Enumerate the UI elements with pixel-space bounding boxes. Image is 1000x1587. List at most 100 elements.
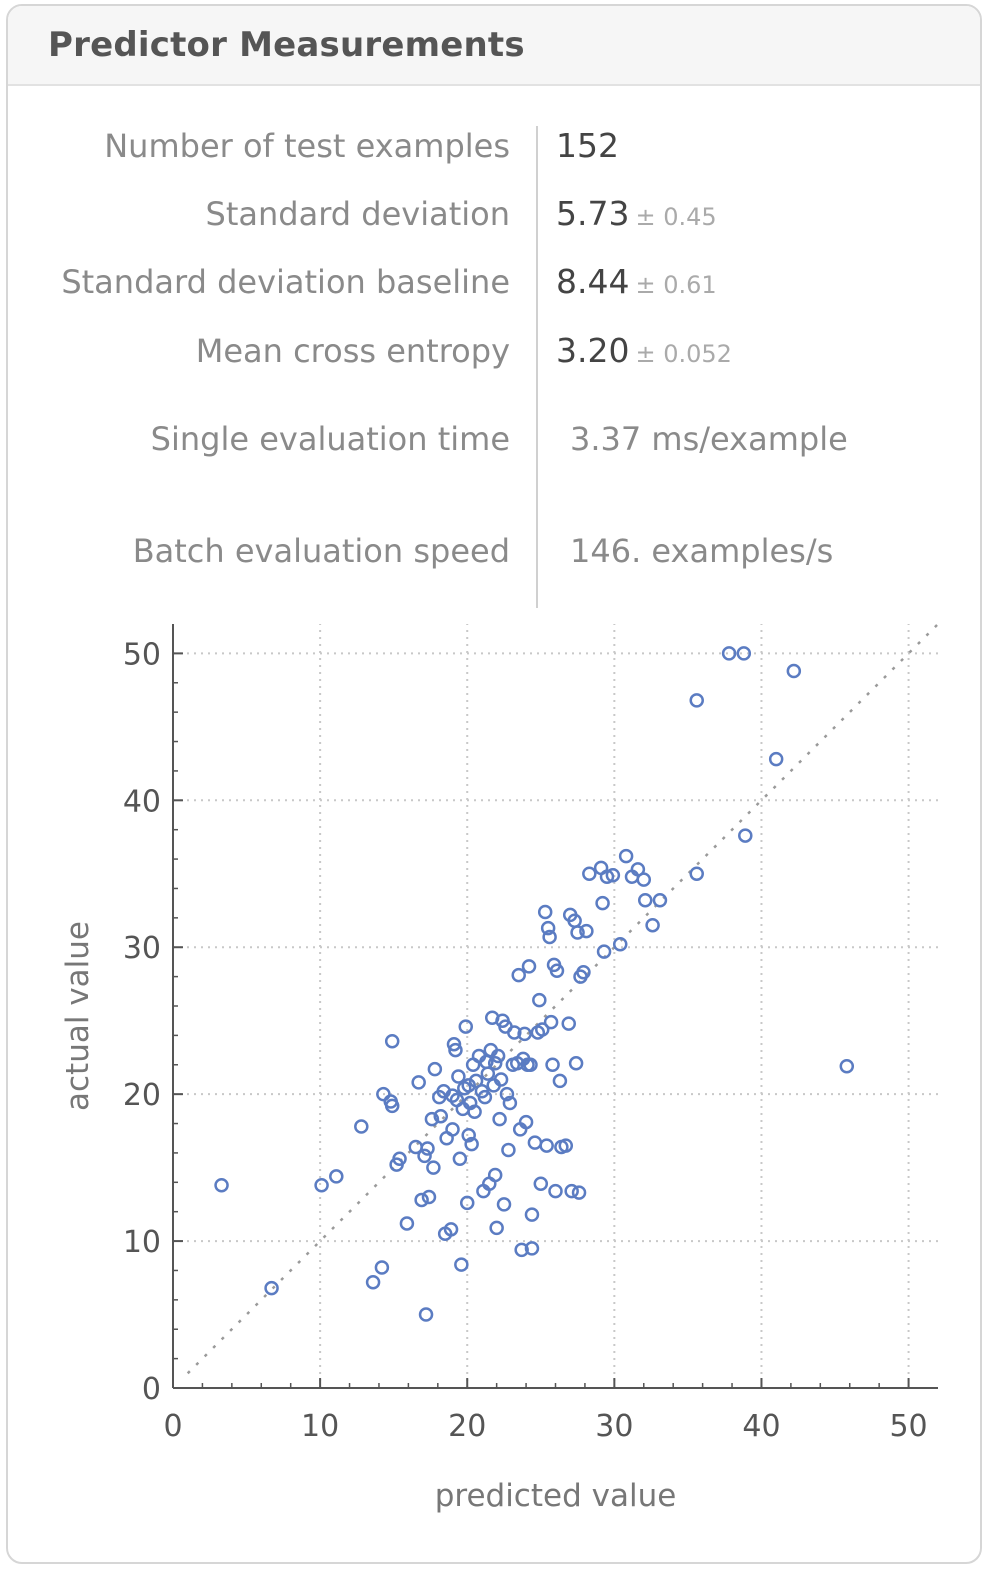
data-point: [414, 1192, 429, 1208]
data-point: [487, 1167, 503, 1183]
metric-value: 5.73 ± 0.45: [556, 194, 717, 233]
metric-value: 3.37 ms/example: [570, 420, 848, 458]
data-point: [517, 1026, 532, 1042]
y-tick-label: 20: [123, 1078, 161, 1113]
x-tick-label: 30: [595, 1409, 633, 1444]
metric-row-single-evaluation-time: Single evaluation time 3.37 ms/example: [8, 414, 980, 464]
y-axis-label: actual value: [60, 921, 96, 1111]
data-point: [558, 1138, 574, 1153]
data-point: [511, 967, 526, 983]
data-point: [521, 959, 537, 974]
data-point: [605, 867, 621, 883]
data-point: [518, 1114, 534, 1130]
data-point: [411, 1075, 426, 1090]
data-point: [502, 1095, 518, 1111]
data-point: [652, 892, 668, 908]
data-point: [365, 1274, 381, 1290]
data-point: [689, 693, 704, 708]
data-point: [527, 1135, 543, 1150]
data-point: [499, 1086, 515, 1102]
metric-uncertainty: ± 0.61: [635, 271, 717, 299]
data-point: [507, 1025, 522, 1040]
data-point: [552, 1073, 568, 1089]
data-point: [314, 1177, 329, 1193]
data-point: [374, 1260, 390, 1275]
data-point: [839, 1058, 855, 1074]
data-point: [636, 872, 652, 887]
data-point: [461, 1078, 476, 1093]
x-axis-label: predicted value: [435, 1478, 677, 1514]
y-tick-label: 40: [123, 784, 161, 819]
data-point: [446, 1036, 462, 1052]
metric-value: 8.44 ± 0.61: [556, 262, 717, 301]
data-point: [768, 751, 784, 767]
metric-label: Batch evaluation speed: [132, 532, 510, 570]
data-point: [545, 1057, 560, 1073]
data-point: [524, 1241, 540, 1256]
data-point: [384, 1034, 400, 1049]
data-point: [532, 992, 547, 1008]
data-point: [535, 1022, 550, 1037]
metric-value: 146. examples/s: [570, 532, 834, 570]
data-point: [480, 1066, 496, 1081]
data-point: [570, 925, 585, 940]
data-point: [376, 1086, 391, 1102]
data-point: [561, 1016, 576, 1031]
data-point: [738, 828, 753, 843]
data-point: [490, 1048, 506, 1064]
metric-value: 152: [556, 126, 619, 165]
data-point: [689, 866, 704, 882]
data-point: [599, 869, 615, 884]
x-tick-label: 50: [889, 1409, 927, 1444]
data-point: [537, 904, 553, 920]
metric-label: Mean cross entropy: [195, 332, 510, 370]
data-point: [489, 1220, 504, 1236]
data-point: [487, 1056, 503, 1071]
data-point: [548, 1183, 563, 1199]
x-tick-label: 10: [301, 1409, 339, 1444]
data-point: [501, 1142, 516, 1158]
data-point: [571, 1185, 587, 1200]
metric-row-test-examples: Number of test examples 152: [8, 121, 980, 171]
data-point: [420, 1141, 435, 1156]
data-point: [596, 944, 612, 959]
predictor-measurements-panel: Predictor Measurements Number of test ex…: [6, 4, 982, 1564]
data-point: [645, 917, 660, 933]
data-point: [564, 1183, 579, 1199]
data-point: [389, 1157, 404, 1172]
data-point: [445, 1088, 460, 1103]
data-point: [459, 1195, 475, 1211]
data-point: [533, 1176, 549, 1192]
data-point: [524, 1207, 540, 1222]
metric-uncertainty: ± 0.052: [635, 340, 732, 368]
data-point: [445, 1122, 460, 1137]
data-point: [329, 1169, 344, 1184]
data-point: [477, 1089, 493, 1105]
data-point: [595, 895, 610, 911]
data-point: [543, 1014, 559, 1030]
metric-row-standard-deviation-baseline: Standard deviation baseline 8.44 ± 0.61: [8, 257, 980, 307]
metric-row-mean-cross-entropy: Mean cross entropy 3.20 ± 0.052: [8, 326, 980, 376]
x-tick-label: 20: [448, 1409, 486, 1444]
data-point: [492, 1111, 507, 1127]
metric-label: Standard deviation: [205, 195, 510, 233]
data-point: [568, 1056, 584, 1071]
data-point: [514, 1242, 529, 1258]
data-point: [520, 1057, 535, 1073]
data-point: [384, 1098, 400, 1114]
data-point: [454, 1257, 469, 1272]
data-point: [433, 1108, 448, 1124]
scatter-chart: 0 10 20 30 40 50 0 10 20 30 40 50 predicted value act…: [60, 623, 939, 1514]
data-point: [451, 1069, 466, 1084]
data-point: [493, 1072, 509, 1087]
data-point: [549, 963, 565, 978]
y-tick-label: 10: [123, 1225, 161, 1260]
y-tick-label: 50: [123, 637, 161, 672]
data-point: [214, 1177, 229, 1193]
data-point: [786, 663, 802, 679]
data-point: [630, 862, 646, 877]
data-point: [579, 923, 594, 939]
x-tick-label: 40: [742, 1409, 780, 1444]
data-point: [399, 1216, 415, 1231]
data-point: [443, 1222, 459, 1237]
